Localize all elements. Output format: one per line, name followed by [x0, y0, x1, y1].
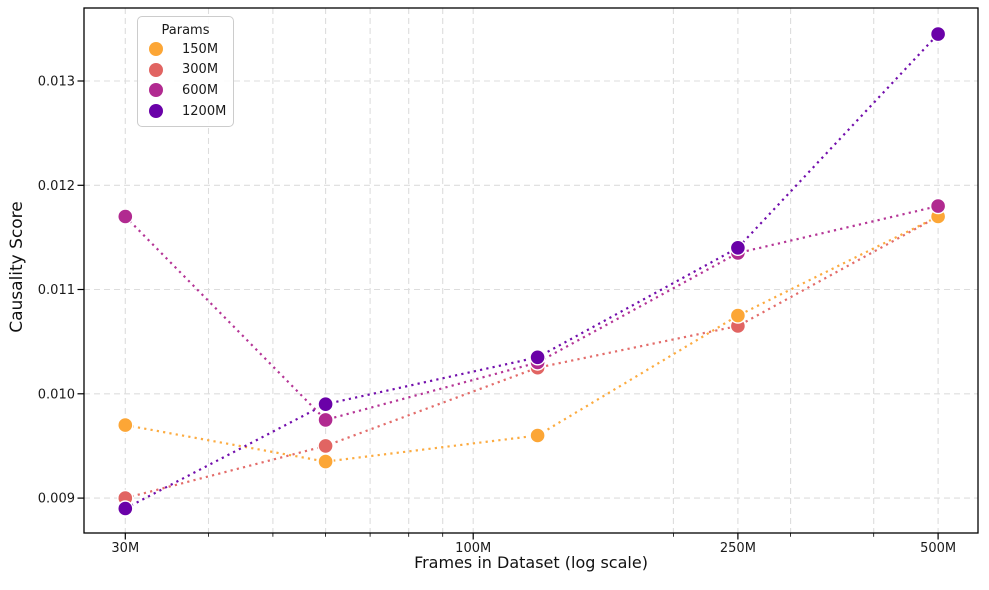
x-tick-label: 250M	[720, 541, 756, 556]
legend-swatch-icon	[149, 83, 163, 98]
legend: Params 150M 300M 600M 1200M	[137, 16, 234, 127]
legend-title: Params	[161, 23, 210, 38]
legend-entry-label: 150M	[182, 41, 219, 57]
legend-swatch-icon	[149, 62, 163, 77]
data-point-150M	[529, 427, 546, 444]
data-point-150M	[729, 307, 747, 324]
data-point-1200M	[929, 25, 947, 43]
legend-entry-1200m: 1200M	[138, 101, 233, 122]
legend-entries: 150M 300M 600M 1200M	[138, 39, 233, 121]
data-point-300M	[317, 437, 334, 455]
legend-entry-label: 1200M	[182, 103, 227, 119]
data-point-600M	[317, 411, 334, 429]
data-point-1200M	[317, 396, 334, 413]
x-tick-label: 30M	[111, 541, 139, 556]
data-point-1200M	[529, 349, 546, 366]
data-point-150M	[117, 416, 134, 434]
plot-frame	[83, 7, 979, 534]
legend-entry-300m: 300M	[138, 60, 233, 81]
y-tick-label: 0.011	[38, 283, 75, 298]
legend-swatch-icon	[149, 42, 163, 57]
data-point-600M	[929, 197, 947, 215]
y-tick-label: 0.009	[38, 492, 75, 507]
data-point-150M	[317, 453, 334, 470]
y-tick-label: 0.010	[38, 387, 75, 402]
legend-swatch-icon	[149, 104, 163, 119]
data-point-600M	[117, 208, 134, 225]
legend-entry-600m: 600M	[138, 80, 233, 101]
data-point-1200M	[729, 239, 747, 257]
y-tick-label: 0.013	[38, 75, 75, 90]
series-line-600M	[124, 205, 939, 422]
x-axis-label: Frames in Dataset (log scale)	[414, 553, 648, 572]
y-tick-label: 0.012	[38, 179, 75, 194]
legend-entry-150m: 150M	[138, 39, 233, 60]
data-point-1200M	[117, 500, 134, 517]
legend-entry-label: 300M	[182, 62, 219, 78]
x-tick-label: 100M	[455, 541, 491, 556]
x-tick-label: 500M	[920, 541, 956, 556]
y-axis-label: Causality Score	[7, 201, 27, 333]
legend-entry-label: 600M	[182, 82, 219, 98]
